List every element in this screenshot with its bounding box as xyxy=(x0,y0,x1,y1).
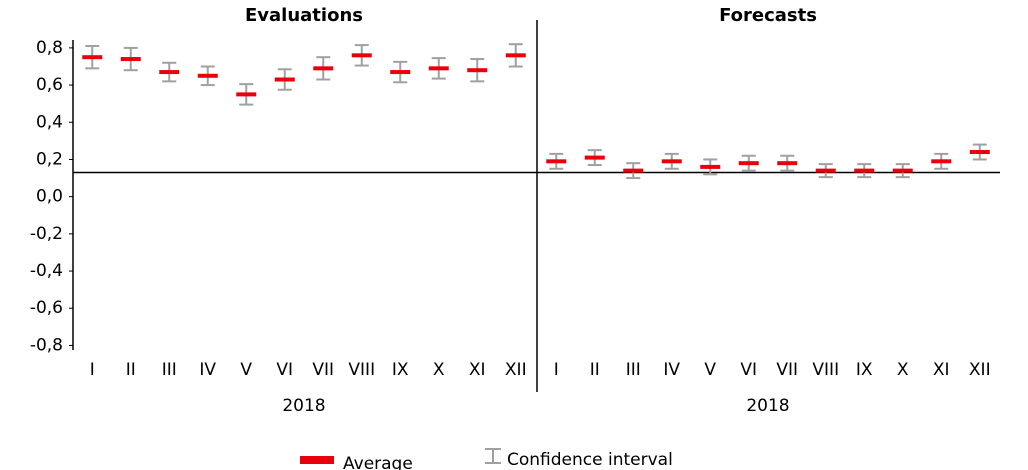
x-tick-label: II xyxy=(126,360,136,380)
average-marker xyxy=(854,168,875,173)
y-tick-label: 0,6 xyxy=(36,75,63,95)
x-tick-label: XI xyxy=(933,360,950,380)
average-marker xyxy=(313,66,334,71)
average-marker xyxy=(197,73,218,78)
average-marker xyxy=(584,155,605,160)
x-tick-label: IV xyxy=(199,360,216,380)
y-tick-label: -0,6 xyxy=(30,298,63,318)
average-marker xyxy=(546,159,567,164)
average-marker xyxy=(82,55,103,60)
x-tick-label: I xyxy=(554,360,559,380)
average-marker xyxy=(700,164,721,169)
x-axis-label: 2018 xyxy=(282,396,325,416)
x-tick-label: VIII xyxy=(348,360,375,380)
x-tick-label: X xyxy=(897,360,909,380)
average-marker xyxy=(777,161,798,166)
average-marker xyxy=(505,53,526,58)
x-tick-label: IX xyxy=(856,360,873,380)
average-marker xyxy=(969,150,990,155)
x-tick-label: VII xyxy=(312,360,334,380)
panel-title: Evaluations xyxy=(245,5,363,26)
average-marker xyxy=(159,70,180,75)
x-tick-label: XII xyxy=(505,360,527,380)
average-marker xyxy=(815,168,836,173)
x-tick-label: VII xyxy=(776,360,798,380)
y-tick-label: 0,8 xyxy=(36,38,63,58)
y-tick-label: -0,4 xyxy=(30,261,63,281)
y-tick-label: 0,0 xyxy=(36,187,63,207)
x-tick-label: VIII xyxy=(812,360,839,380)
x-tick-label: III xyxy=(162,360,177,380)
y-tick-label: -0,8 xyxy=(30,335,63,355)
average-marker xyxy=(931,159,952,164)
x-tick-label: XII xyxy=(969,360,991,380)
average-marker xyxy=(390,70,411,75)
average-marker xyxy=(661,159,682,164)
average-marker xyxy=(236,92,257,97)
x-tick-label: IV xyxy=(663,360,680,380)
average-marker xyxy=(467,68,488,73)
panel-title: Forecasts xyxy=(719,5,817,26)
y-tick-label: 0,4 xyxy=(36,112,63,132)
y-tick-label: -0,2 xyxy=(30,224,63,244)
x-tick-label: I xyxy=(90,360,95,380)
legend-label: Confidence interval xyxy=(507,450,673,470)
average-marker xyxy=(428,66,449,71)
average-marker xyxy=(738,161,759,166)
x-tick-label: V xyxy=(704,360,716,380)
average-marker xyxy=(274,77,295,82)
x-tick-label: V xyxy=(240,360,252,380)
x-tick-label: II xyxy=(590,360,600,380)
x-axis-label: 2018 xyxy=(746,396,789,416)
x-tick-label: III xyxy=(626,360,641,380)
average-marker xyxy=(351,53,372,58)
x-tick-label: XI xyxy=(469,360,486,380)
average-marker xyxy=(120,57,141,62)
x-tick-label: IX xyxy=(392,360,409,380)
average-marker xyxy=(892,168,913,173)
legend-swatch xyxy=(485,448,501,464)
x-tick-label: VI xyxy=(740,360,757,380)
y-tick-label: 0,2 xyxy=(36,149,63,169)
average-marker xyxy=(623,168,644,173)
legend-swatch xyxy=(300,456,334,464)
x-tick-label: VI xyxy=(276,360,293,380)
x-tick-label: X xyxy=(433,360,445,380)
legend-label: Average xyxy=(343,454,413,470)
